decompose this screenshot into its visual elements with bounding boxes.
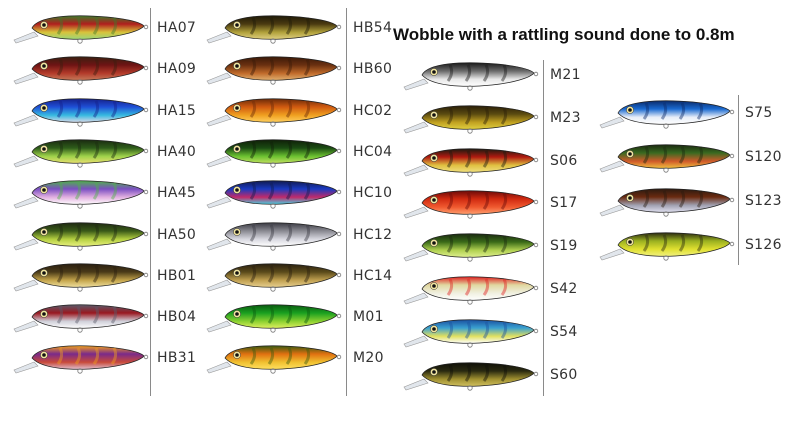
lure-image [403,148,539,177]
lure-item [402,98,582,138]
lure-item [598,181,778,221]
lure-item [12,215,192,255]
lure-code: S19 [550,238,578,255]
lure-image [599,232,735,261]
lure-code: HA09 [157,61,197,78]
lure-image [206,15,342,44]
lure-item [598,225,778,265]
lure-item [402,269,582,309]
lure-item [205,215,385,255]
lure-image [13,139,149,168]
lure-item [205,173,385,213]
lure-image [206,139,342,168]
lure-code: S123 [745,193,782,209]
lure-item [12,297,192,337]
lure-code: HA15 [157,102,197,119]
lure-image [206,180,342,209]
lure-code: HA07 [157,20,197,36]
lure-image [403,233,539,262]
lure-item [205,297,385,337]
lure-image [206,56,342,85]
lure-image [403,62,539,91]
lure-item [12,49,192,89]
column-divider [543,60,544,396]
lure-item [12,8,192,48]
lure-image [13,221,149,251]
lure-code: S42 [550,281,578,297]
lure-code: S17 [550,195,578,212]
lure-image [403,105,539,134]
lure-item [205,256,385,296]
lure-image [13,56,149,85]
lure-item [402,55,582,95]
lure-code: HA40 [157,143,197,160]
lure-image [403,190,539,219]
lure-code: M23 [550,109,581,126]
lure-item [12,132,192,172]
lure-code: HB60 [353,61,393,78]
lure-code: S54 [550,323,578,340]
column-divider [346,8,347,396]
lure-image [403,276,539,305]
lure-image [599,100,735,129]
lure-item [402,355,582,395]
lure-item [12,338,192,378]
lure-image [206,221,342,251]
lure-item [402,226,582,266]
lure-code: HB54 [353,20,393,36]
lure-image [13,263,149,292]
lure-image [403,319,539,348]
lure-code: HA50 [157,226,197,243]
lure-code: HC10 [353,185,393,202]
lure-code: HC02 [353,102,393,119]
lure-code: HB04 [157,309,197,326]
lure-code: S60 [550,366,578,383]
lure-image [206,304,342,333]
lure-image [13,304,149,333]
lure-item [598,137,778,177]
lure-item [205,338,385,378]
lure-code: HB31 [157,350,197,367]
lure-image [599,188,735,217]
lure-image [13,345,149,374]
lure-image [599,144,735,173]
column-divider [150,8,151,396]
lure-code: HA45 [157,185,197,202]
lure-image [206,345,342,374]
lure-image [13,180,149,209]
lure-code: S120 [745,149,782,165]
lure-item [12,256,192,296]
page-title: Wobble with a rattling sound done to 0.8… [393,25,735,44]
lure-item [205,49,385,89]
lure-item [402,141,582,181]
lure-item [205,91,385,131]
lure-code: M21 [550,67,581,83]
lure-item [598,93,778,133]
column-divider [738,95,739,265]
lure-code: M20 [353,350,384,367]
lure-item [12,173,192,213]
lure-image [206,263,342,292]
lure-image [206,98,342,127]
lure-code: M01 [353,309,384,326]
lure-item [402,312,582,352]
lure-code: HC12 [353,226,393,243]
lure-code: HC14 [353,267,393,284]
lure-code: HB01 [157,267,197,284]
lure-item [12,91,192,131]
lure-code: S126 [745,237,782,253]
lure-code: HC04 [353,143,393,160]
lure-code: S75 [745,105,773,121]
lure-item [205,132,385,172]
lure-image [403,362,539,391]
lure-image [13,15,149,44]
lure-item [402,183,582,223]
lure-code: S06 [550,152,578,169]
lure-image [13,98,149,127]
lure-item [205,8,385,48]
